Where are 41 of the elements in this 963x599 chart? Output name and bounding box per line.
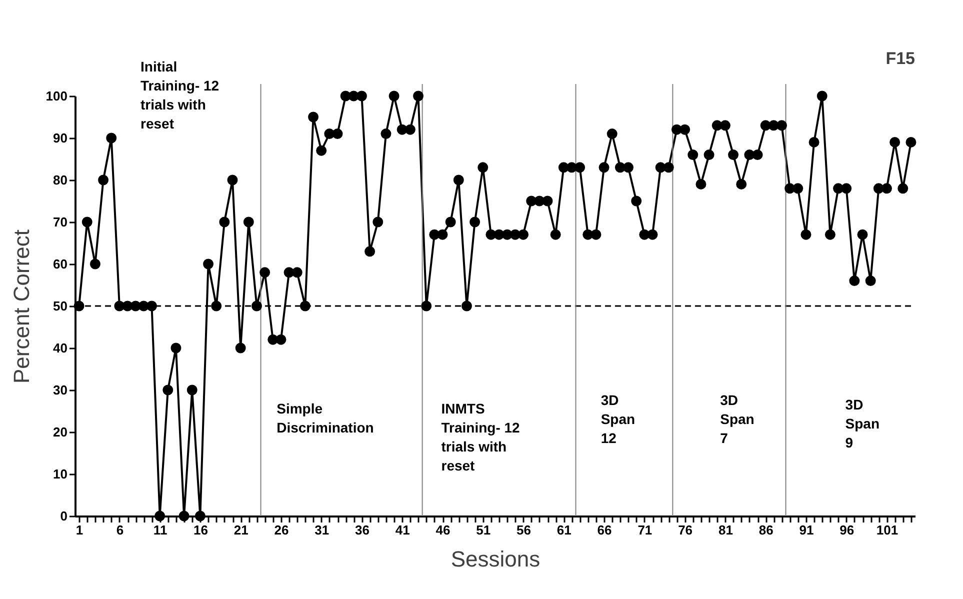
annotation: Initial Training- 12 trials with reset — [140, 58, 220, 132]
x-tick-label: 36 — [354, 522, 370, 538]
x-tick-label: 61 — [556, 522, 572, 538]
x-tick-label: 41 — [395, 522, 410, 538]
y-tick-label: 90 — [53, 130, 68, 146]
x-tick-label: 56 — [516, 522, 532, 538]
y-tick-label: 40 — [53, 340, 68, 356]
x-tick-label: 96 — [840, 522, 854, 538]
y-tick-label: 10 — [53, 466, 68, 482]
x-tick-label: 26 — [274, 522, 289, 538]
y-tick-label: 30 — [53, 382, 68, 398]
x-tick-label: 66 — [597, 522, 612, 538]
x-tick-label: 1 — [76, 522, 84, 538]
x-tick-label: 86 — [758, 522, 774, 538]
y-axis-title: Percent Correct — [8, 229, 34, 384]
x-tick-label: 76 — [678, 522, 693, 538]
y-tick-label: 50 — [53, 298, 68, 314]
x-tick-label: 11 — [153, 522, 168, 538]
annotation: 3D Span 7 — [720, 392, 754, 446]
x-tick-label: 91 — [799, 522, 814, 538]
y-tick-label: 80 — [53, 172, 68, 188]
annotation: 3D Span 9 — [845, 396, 880, 450]
x-tick-label: 21 — [234, 522, 248, 538]
y-tick-label: 20 — [53, 424, 68, 440]
y-tick-label: 0 — [60, 508, 68, 524]
x-tick-label: 6 — [116, 522, 124, 538]
x-tick-label: 101 — [876, 522, 898, 538]
text: F15 — [886, 49, 915, 68]
x-tick-label: 51 — [476, 522, 491, 538]
annotation: 3D Span 12 — [600, 392, 636, 446]
x-tick-label: 31 — [314, 522, 330, 538]
annotation: Simple Discrimination — [276, 400, 374, 436]
x-tick-label: 71 — [638, 522, 652, 538]
y-tick-label: 60 — [53, 256, 68, 272]
y-tick-label: 70 — [53, 214, 68, 230]
x-tick-label: 81 — [718, 522, 733, 538]
x-tick-label: 16 — [193, 522, 208, 538]
annotation: INMTS Training- 12 trials with reset — [441, 400, 520, 474]
x-tick-label: 46 — [436, 522, 450, 538]
y-tick-label: 100 — [46, 88, 68, 104]
x-axis-title: Sessions — [450, 546, 540, 572]
